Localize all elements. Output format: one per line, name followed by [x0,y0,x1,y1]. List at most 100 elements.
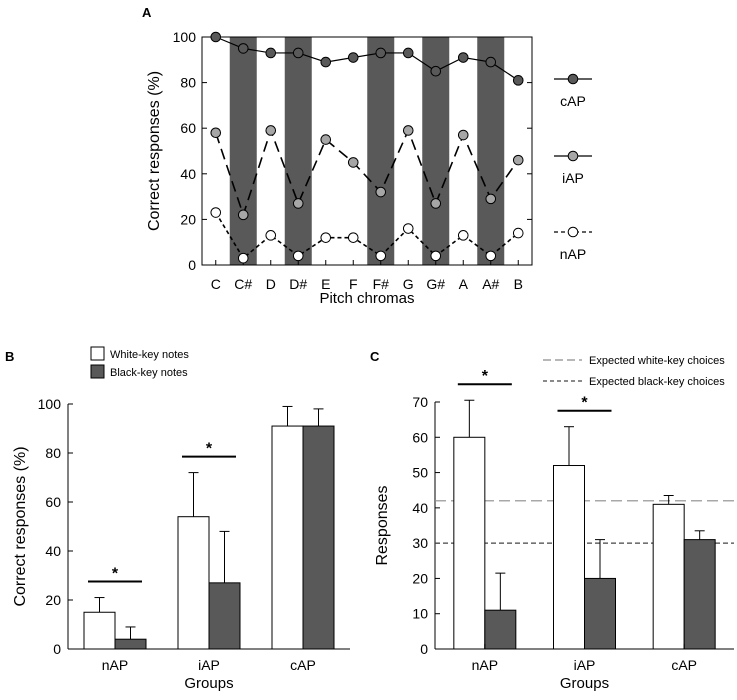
a-point-iap-a [457,129,469,141]
c-legend-label-0: Expected white-key choices [589,355,725,367]
a-point-iap-e [320,134,332,145]
b-ytick-label-0: 0 [53,641,61,657]
panel-label-a: A [142,5,152,20]
panel-label-c: C [370,349,380,364]
b-ytick-label-60: 60 [45,494,61,510]
a-point-cap-d [265,47,277,59]
a-xtick-label-d: D [266,276,276,292]
b-xtick-label-nap: nAP [102,657,128,673]
a-series-line-nap [215,212,519,260]
a-point-nap-c [210,207,222,218]
a-ytick-label-80: 80 [180,75,196,91]
a-shade-a-sharp [477,37,505,265]
a-point-nap-f-sharp [375,250,387,262]
c-bar-nap-white [453,436,486,650]
c-ytick-label-30: 30 [412,535,428,551]
a-point-iap-c [210,127,222,139]
a-point-nap-d [265,230,277,241]
a-point-cap-e [320,56,332,68]
a-legend-marker-nap [567,226,579,238]
b-ytick-label-40: 40 [45,543,61,559]
a-point-iap-d-sharp [292,198,304,209]
c-ytick-label-0: 0 [420,641,428,657]
b-legend-swatch-1 [90,364,105,379]
a-point-iap-f-sharp [375,186,387,198]
a-point-iap-a-sharp [485,193,497,205]
a-point-nap-f [347,232,359,243]
a-point-cap-d-sharp [292,47,304,59]
c-x-axis-title: Groups [560,675,609,692]
b-legend-swatch-0 [90,346,105,361]
a-point-cap-f-sharp [375,47,387,59]
b-xtick-label-cap: cAP [290,657,316,673]
a-xtick-label-a-sharp: A# [482,276,499,292]
a-xtick-label-g: G [403,276,414,292]
a-legend-marker-cap [567,73,579,85]
c-sig-star-nap: * [482,368,489,385]
b-legend-label-1: Black-key notes [110,367,188,379]
c-bar-cap-black [683,539,716,650]
panel-label-b: B [5,349,14,364]
c-ytick-label-20: 20 [412,570,428,586]
a-point-iap-b [512,154,524,166]
a-point-iap-g [402,125,414,136]
panel-c-bar-chart: 0 10 20 30 40 50 60 70 nAP * iAP * cAP Groups Response… [374,355,734,692]
a-point-iap-c-sharp [237,209,249,221]
b-ytick-label-20: 20 [45,592,61,608]
c-sig-star-iap: * [581,395,588,412]
a-point-nap-g-sharp [430,250,442,262]
a-shade-d-sharp [284,37,312,265]
a-point-cap-a [457,52,469,63]
c-xtick-label-nap: nAP [472,657,498,673]
a-legend-label-nap: nAP [560,246,586,262]
a-series-line-cap [215,36,519,81]
a-point-nap-a [457,230,469,241]
a-ytick-label-0: 0 [188,257,196,273]
a-xtick-label-f: F [349,276,358,292]
a-legend-marker-iap [567,150,579,162]
c-bar-cap-white [652,503,685,650]
c-ytick-label-50: 50 [412,465,428,481]
c-ytick-label-40: 40 [412,500,428,516]
a-point-nap-e [320,232,332,243]
a-point-cap-c-sharp [237,43,249,54]
a-point-cap-c [210,31,222,43]
c-bar-nap-black [484,609,517,650]
a-point-nap-c-sharp [237,252,249,264]
a-legend-label-cap: cAP [560,93,586,109]
b-sig-star-iap: * [206,441,213,458]
a-point-nap-g [402,223,414,234]
a-shade-f-sharp [367,37,395,265]
b-ytick-label-80: 80 [45,445,61,461]
c-legend-label-1: Expected black-key choices [589,376,725,388]
panel-a-line-chart: 0 20 40 60 80 100 C C# D D# E F F# G G# A A# B Pitch chrom… [146,29,592,307]
b-xtick-label-iap: iAP [198,657,220,673]
a-ytick-label-60: 60 [180,120,196,136]
b-ytick-label-100: 100 [38,396,62,412]
b-bar-nap-white [83,611,116,650]
a-legend-label-iap: iAP [562,170,584,186]
b-bar-nap-black [114,638,147,650]
a-point-cap-f [347,52,359,63]
c-bar-iap-white [553,465,585,650]
a-point-iap-f [347,157,359,168]
a-xtick-label-d-sharp: D# [289,276,307,292]
b-sig-star-nap: * [112,566,119,583]
a-xtick-label-e: E [321,276,330,292]
a-ytick-label-20: 20 [180,211,196,227]
a-xtick-label-a: A [459,276,469,292]
a-point-iap-g-sharp [430,198,442,209]
a-ytick-label-40: 40 [180,166,196,182]
a-plot-frame [201,36,533,266]
a-point-nap-b [512,227,524,239]
a-ytick-label-100: 100 [173,29,197,45]
a-shade-c-sharp [229,37,257,265]
c-y-axis-title: Responses [374,485,391,565]
a-xtick-label-f-sharp: F# [373,276,390,292]
a-xtick-label-g-sharp: G# [426,276,445,292]
b-legend-label-0: White-key notes [110,349,189,361]
b-bar-iap-white [177,516,210,650]
c-ytick-label-10: 10 [412,606,428,622]
a-xtick-label-c: C [211,276,221,292]
